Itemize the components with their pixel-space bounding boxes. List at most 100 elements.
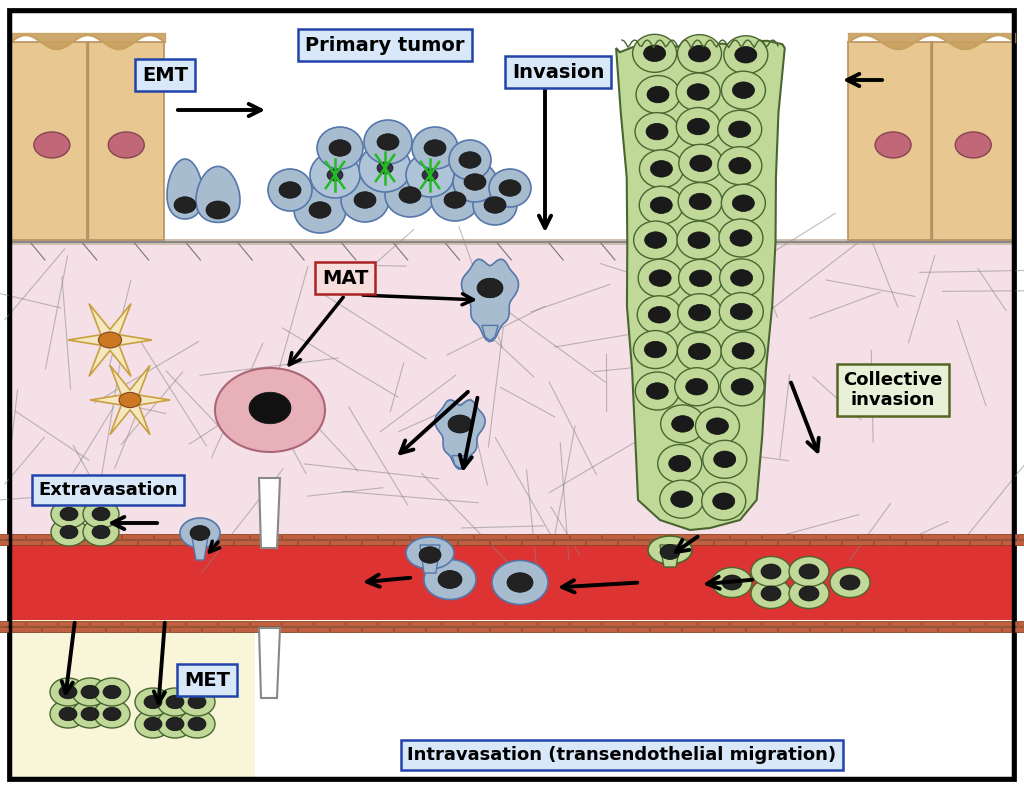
- Ellipse shape: [92, 526, 110, 539]
- Bar: [730, 620, 761, 626]
- Text: MAT: MAT: [322, 269, 369, 288]
- Ellipse shape: [688, 46, 711, 62]
- Bar: [10, 540, 41, 545]
- Ellipse shape: [646, 124, 668, 139]
- Ellipse shape: [669, 455, 691, 472]
- Bar: [0, 533, 25, 539]
- Ellipse shape: [188, 717, 206, 730]
- Ellipse shape: [751, 578, 791, 608]
- Ellipse shape: [721, 184, 765, 222]
- Bar: [682, 626, 713, 632]
- Bar: [906, 626, 937, 632]
- Bar: [74, 626, 104, 632]
- Ellipse shape: [206, 201, 230, 219]
- Ellipse shape: [714, 451, 735, 467]
- Bar: [922, 533, 952, 539]
- Bar: [506, 533, 537, 539]
- Bar: [314, 533, 344, 539]
- Ellipse shape: [649, 269, 671, 286]
- Bar: [186, 533, 216, 539]
- Bar: [426, 626, 457, 632]
- Bar: [10, 240, 1013, 545]
- Ellipse shape: [179, 688, 215, 716]
- Ellipse shape: [840, 575, 860, 590]
- Bar: [234, 626, 264, 632]
- Bar: [1018, 533, 1024, 539]
- Bar: [266, 626, 297, 632]
- Polygon shape: [420, 545, 440, 573]
- Ellipse shape: [179, 710, 215, 738]
- Ellipse shape: [98, 332, 122, 348]
- Ellipse shape: [721, 332, 765, 370]
- Ellipse shape: [790, 578, 829, 608]
- Bar: [714, 540, 744, 545]
- Ellipse shape: [144, 695, 162, 708]
- Ellipse shape: [955, 132, 991, 158]
- Ellipse shape: [449, 140, 490, 180]
- Ellipse shape: [81, 708, 99, 721]
- Ellipse shape: [719, 292, 763, 330]
- Ellipse shape: [83, 500, 119, 528]
- Ellipse shape: [83, 518, 119, 546]
- Ellipse shape: [719, 219, 763, 257]
- Ellipse shape: [406, 153, 454, 197]
- Ellipse shape: [672, 415, 693, 432]
- Ellipse shape: [377, 134, 399, 151]
- Bar: [586, 626, 616, 632]
- Ellipse shape: [81, 686, 99, 699]
- Ellipse shape: [507, 573, 534, 593]
- Polygon shape: [68, 303, 152, 377]
- Ellipse shape: [59, 708, 77, 721]
- Bar: [218, 620, 249, 626]
- Ellipse shape: [679, 144, 723, 182]
- Ellipse shape: [438, 571, 462, 589]
- Ellipse shape: [687, 84, 710, 100]
- Bar: [170, 540, 201, 545]
- Ellipse shape: [730, 230, 752, 246]
- Ellipse shape: [190, 526, 210, 541]
- Ellipse shape: [648, 307, 671, 323]
- Ellipse shape: [732, 82, 755, 98]
- Bar: [938, 626, 969, 632]
- Ellipse shape: [180, 518, 220, 548]
- Ellipse shape: [659, 480, 703, 519]
- Ellipse shape: [634, 221, 678, 259]
- Bar: [666, 620, 696, 626]
- Ellipse shape: [477, 278, 503, 298]
- Bar: [938, 540, 969, 545]
- Bar: [778, 540, 809, 545]
- Bar: [330, 626, 360, 632]
- Bar: [282, 533, 312, 539]
- Ellipse shape: [679, 259, 723, 297]
- Bar: [314, 620, 344, 626]
- Bar: [932, 42, 1014, 240]
- Bar: [714, 626, 744, 632]
- Bar: [570, 620, 600, 626]
- Ellipse shape: [484, 197, 506, 214]
- Ellipse shape: [678, 35, 722, 72]
- Ellipse shape: [341, 178, 389, 222]
- Ellipse shape: [424, 139, 446, 156]
- Text: Primary tumor: Primary tumor: [305, 35, 465, 54]
- Bar: [474, 620, 505, 626]
- Ellipse shape: [722, 71, 765, 110]
- Bar: [298, 626, 329, 632]
- Bar: [42, 540, 73, 545]
- Polygon shape: [259, 628, 280, 698]
- Bar: [986, 533, 1017, 539]
- Ellipse shape: [799, 564, 819, 579]
- Polygon shape: [616, 41, 784, 530]
- Bar: [602, 620, 633, 626]
- Ellipse shape: [459, 152, 481, 169]
- Bar: [554, 626, 585, 632]
- Bar: [874, 540, 904, 545]
- Ellipse shape: [645, 232, 667, 248]
- Bar: [410, 620, 440, 626]
- Ellipse shape: [50, 700, 86, 728]
- Bar: [634, 620, 665, 626]
- Ellipse shape: [327, 169, 343, 181]
- Bar: [650, 540, 681, 545]
- Ellipse shape: [51, 518, 87, 546]
- Polygon shape: [167, 159, 203, 219]
- Ellipse shape: [635, 372, 679, 410]
